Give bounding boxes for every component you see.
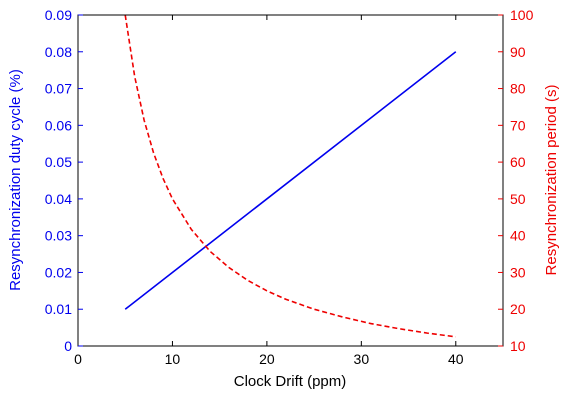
x-tick-label: 20: [259, 351, 275, 367]
period-series-line: [124, 14, 456, 338]
y-axis-left-label: Resynchronization duty cycle (%): [7, 69, 24, 291]
y-left-tick-label: 0.04: [45, 191, 72, 207]
y-left-tick-label: 0: [64, 338, 72, 354]
plot-area: [124, 14, 457, 338]
y-right-tick-label: 30: [510, 264, 526, 280]
y-left-tick-label: 0.06: [45, 117, 72, 133]
y-right-tick-label: 100: [510, 7, 534, 23]
y-right-tick-label: 80: [510, 81, 526, 97]
y-right-tick-label: 50: [510, 191, 526, 207]
y-right-tick-label: 40: [510, 228, 526, 244]
y-right-tick-label: 90: [510, 44, 526, 60]
y-axis-right-label: Resynchronization period (s): [543, 85, 560, 276]
y-left-tick-label: 0.03: [45, 228, 72, 244]
y-left-tick-label: 0.09: [45, 7, 72, 23]
y-right-tick-label: 20: [510, 301, 526, 317]
y-right-tick-label: 10: [510, 338, 526, 354]
x-tick-label: 30: [354, 351, 370, 367]
y-left-tick-label: 0.01: [45, 301, 72, 317]
x-tick-label: 0: [74, 351, 82, 367]
axes: 0 10 20 30 40 0 0.01 0.02 0.03 0.04 0.05 0.06 0.07 0.…: [45, 7, 534, 367]
y-right-tick-label: 70: [510, 117, 526, 133]
y-left-tick-label: 0.07: [45, 81, 72, 97]
duty-cycle-series-line: [124, 51, 457, 310]
plot-frame: [77, 14, 504, 347]
y-left-tick-label: 0.05: [45, 154, 72, 170]
x-tick-label: 10: [165, 351, 181, 367]
y-left-tick-label: 0.02: [45, 264, 72, 280]
x-axis-label: Clock Drift (ppm): [234, 373, 347, 390]
y-right-tick-label: 60: [510, 154, 526, 170]
x-tick-label: 40: [448, 351, 464, 367]
y-left-tick-label: 0.08: [45, 44, 72, 60]
